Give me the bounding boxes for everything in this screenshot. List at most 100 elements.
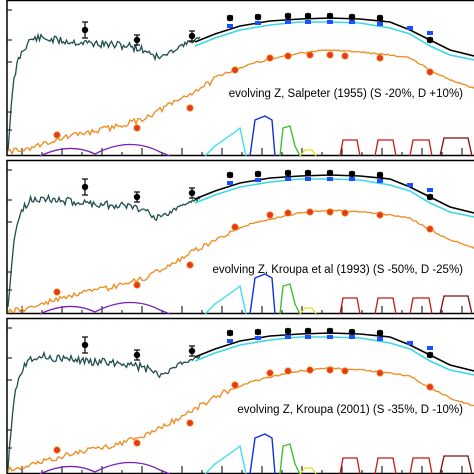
observed-point-blue [377, 179, 383, 183]
observed-point-blue [327, 335, 333, 339]
total-sed-line [194, 174, 474, 214]
filter-band-cyan [204, 284, 247, 315]
observed-point-blue [227, 339, 233, 343]
observed-point [254, 13, 262, 21]
model-point [53, 288, 61, 296]
model-point [326, 208, 334, 216]
model-point [284, 209, 292, 217]
observed-point-blue [305, 177, 311, 181]
filter-band-yellow [299, 467, 317, 474]
filter-band-darkred [439, 455, 473, 474]
observed-point [348, 170, 356, 178]
observed-point [426, 193, 434, 201]
observed-point-blue [327, 177, 333, 181]
filter-band-blue [249, 273, 276, 315]
filter-band-green [279, 443, 301, 474]
observed-point [284, 169, 292, 177]
observed-point [133, 351, 141, 359]
observed-point [376, 329, 384, 337]
dust-emission-line [7, 49, 474, 156]
model-point [284, 367, 292, 375]
model-point [326, 366, 334, 374]
model-point [186, 104, 194, 112]
observed-point-blue [407, 341, 413, 345]
dust-emission-line [7, 209, 474, 314]
filter-band-darkred [439, 137, 473, 157]
model-point [266, 369, 274, 377]
observed-point [304, 12, 312, 20]
observed-point [226, 171, 234, 179]
stellar-spectrum-line [7, 350, 201, 470]
observed-point [254, 170, 262, 178]
observed-point-blue [255, 336, 261, 340]
observed-point-blue [305, 20, 311, 24]
filter-band-red [339, 457, 361, 474]
filter-band-red [409, 297, 433, 315]
filter-band-cyan [204, 444, 247, 474]
observed-point [426, 36, 434, 44]
stellar-spectrum-line [7, 32, 201, 152]
filter-band-red [339, 297, 361, 315]
model-point [341, 367, 349, 375]
observed-point [426, 351, 434, 359]
model-point [133, 439, 141, 447]
observed-point-blue [427, 346, 433, 350]
panel-kroupa-2001: evolving Z, Kroupa (2001) (S -35%, D -10… [6, 317, 474, 474]
observed-point [188, 32, 196, 40]
panel-annotation: evolving Z, Kroupa et al (1993) (S -50%,… [212, 264, 463, 276]
observed-point [376, 14, 384, 22]
observed-point [254, 328, 262, 336]
filter-band-green [279, 125, 301, 157]
observed-point-blue [285, 335, 291, 339]
model-point [426, 225, 434, 233]
model-cyan-line [194, 336, 474, 376]
observed-point [133, 193, 141, 201]
observed-point-blue [255, 178, 261, 182]
observed-point-blue [285, 20, 291, 24]
observed-point [326, 12, 334, 20]
observed-point [284, 327, 292, 335]
observed-point-blue [255, 21, 261, 25]
observed-point-blue [349, 335, 355, 339]
stellar-spectrum-line [7, 193, 201, 308]
observed-point-blue [227, 24, 233, 28]
filter-band-green [279, 283, 301, 315]
observed-point [81, 183, 89, 191]
filter-band-yellow [299, 149, 317, 157]
model-point [341, 209, 349, 217]
model-point [133, 281, 141, 289]
model-point [266, 54, 274, 62]
observed-point [81, 341, 89, 349]
observed-point-blue [327, 20, 333, 24]
observed-point-blue [227, 181, 233, 185]
filter-band-red [409, 457, 433, 474]
filter-band-purple [39, 143, 171, 157]
model-cyan-line [194, 178, 474, 218]
panel-kroupa-1993: evolving Z, Kroupa et al (1993) (S -50%,… [6, 159, 474, 315]
observed-point [226, 329, 234, 337]
observed-point-blue [427, 188, 433, 192]
model-point [53, 446, 61, 454]
filter-band-cyan [204, 126, 247, 157]
panel-salpeter: evolving Z, Salpeter (1955) (S -20%, D +… [6, 0, 474, 157]
filter-band-purple [39, 301, 171, 315]
model-point [376, 211, 384, 219]
total-sed-line [194, 332, 474, 372]
observed-point [348, 328, 356, 336]
model-point [306, 366, 314, 374]
observed-point-blue [407, 26, 413, 30]
observed-point-blue [305, 335, 311, 339]
observed-point [133, 36, 141, 44]
model-cyan-line [194, 21, 474, 61]
panel-annotation: evolving Z, Salpeter (1955) (S -20%, D +… [229, 88, 463, 100]
observed-point-blue [349, 177, 355, 181]
observed-point-blue [285, 177, 291, 181]
dust-emission-line [7, 366, 474, 472]
model-point [284, 52, 292, 60]
model-point [231, 223, 239, 231]
observed-point-blue [349, 20, 355, 24]
filter-band-red [374, 139, 397, 157]
observed-point-blue [407, 183, 413, 187]
observed-point [304, 327, 312, 335]
